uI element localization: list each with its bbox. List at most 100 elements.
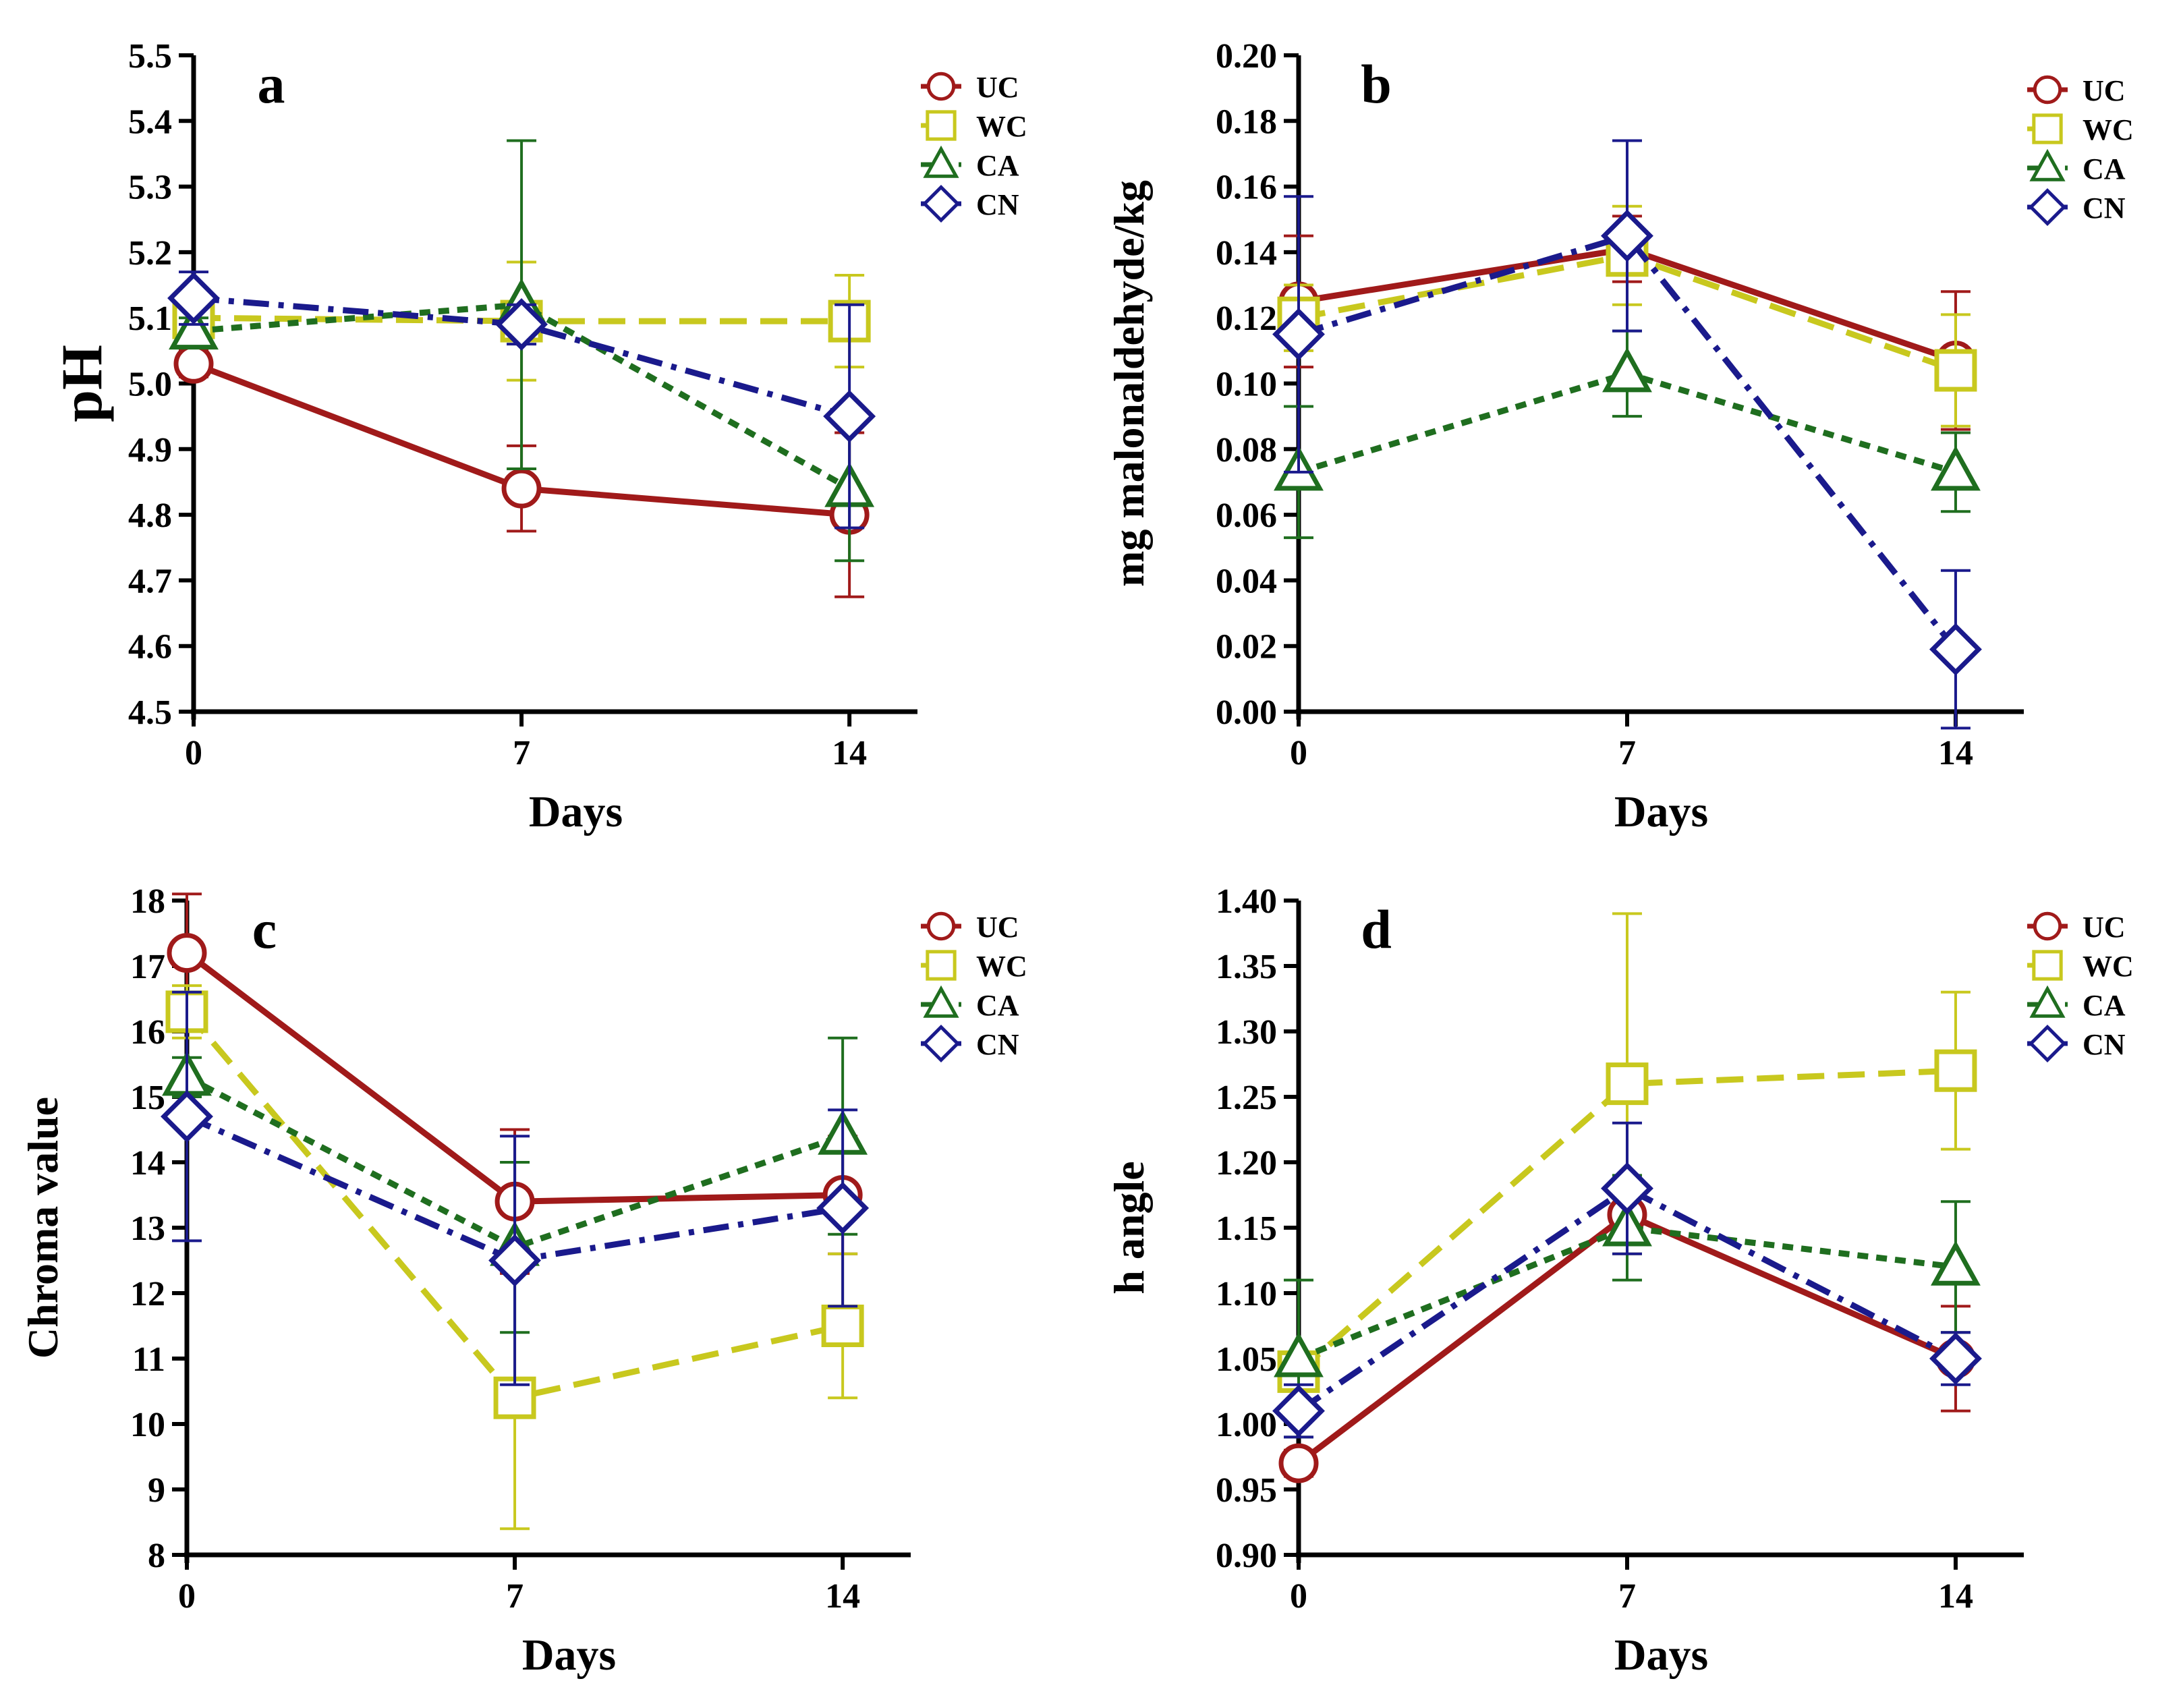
legend-marker-CN: [922, 1024, 961, 1063]
data-point-CN: [1272, 1384, 1325, 1437]
series-line-CN: [1297, 232, 1958, 652]
y-tick-label: 1.15: [1216, 1209, 1277, 1248]
y-axis-title: h angle: [1105, 1161, 1153, 1294]
y-tick-label: 0.04: [1216, 562, 1277, 600]
y-tick-label: 0.10: [1216, 366, 1277, 404]
y-tick-label: 5.2: [128, 234, 172, 273]
x-axis-title: Days: [529, 787, 623, 836]
y-tick-label: 0.02: [1216, 628, 1277, 666]
y-tick-label: 1.30: [1216, 1013, 1277, 1052]
y-tick-label: 0.18: [1216, 103, 1277, 141]
legend-marker-WC: [926, 950, 957, 981]
x-tick-label: 0: [185, 734, 202, 772]
y-axis-title: mg malonaldehyde/kg: [1105, 180, 1153, 587]
y-tick-label: 14: [130, 1144, 165, 1183]
y-tick-label: 4.5: [128, 693, 172, 732]
panel-label: b: [1361, 53, 1392, 115]
data-point-CN: [488, 1234, 542, 1287]
data-point-CA: [1931, 445, 1981, 491]
legend-marker-CA: [2029, 985, 2066, 1018]
legend-marker-CA: [2029, 148, 2066, 181]
y-tick-label: 1.20: [1216, 1144, 1277, 1183]
legend-label-CA: CA: [2083, 152, 2126, 186]
legend-label-WC: WC: [976, 110, 1027, 143]
y-tick-label: 5.5: [128, 37, 172, 76]
data-point-CN: [1929, 623, 1982, 676]
y-tick-label: 1.05: [1216, 1340, 1277, 1379]
legend-marker-CN: [2028, 188, 2067, 227]
x-tick-label: 14: [832, 734, 867, 772]
panel-label: c: [252, 899, 277, 960]
y-tick-label: 8: [148, 1537, 165, 1575]
chart-panel-b: 0.00 0.02 0.04 0.06 0.08 0.10 0.12 0.14 0.16 0.18…: [1105, 37, 2134, 836]
x-tick-label: 7: [1618, 734, 1636, 772]
y-tick-label: 0.95: [1216, 1471, 1277, 1510]
legend-marker-WC: [2032, 113, 2063, 144]
y-tick-label: 5.0: [128, 366, 172, 404]
y-tick-label: 5.1: [128, 300, 172, 338]
y-tick-label: 16: [130, 1013, 165, 1052]
y-tick-label: 5.3: [128, 169, 172, 207]
chart-panel-c: 8 9 10 11 12 13 14 15 16 17 18 0 7 14 Days Chroma value…: [19, 882, 1027, 1680]
y-tick-label: 12: [130, 1275, 165, 1313]
legend-marker-CA: [923, 145, 959, 178]
y-tick-label: 0.90: [1216, 1537, 1277, 1575]
y-axis-title: Chroma value: [19, 1097, 67, 1359]
legend-label-CA: CA: [2083, 989, 2126, 1022]
series-line-WC: [1297, 1067, 1956, 1374]
x-axis-title: Days: [522, 1630, 616, 1680]
data-point-WC: [1934, 349, 1977, 392]
y-tick-label: 18: [130, 882, 165, 921]
legend-label-CA: CA: [976, 989, 1019, 1022]
panel-label: a: [258, 53, 285, 115]
series-line-CN: [193, 295, 851, 420]
data-point-CN: [823, 390, 876, 443]
legend-marker-WC: [926, 110, 957, 141]
x-tick-label: 0: [1290, 1577, 1307, 1616]
panel-label: d: [1361, 899, 1392, 960]
y-tick-label: 0.16: [1216, 169, 1277, 207]
data-point-UC: [173, 343, 214, 384]
y-tick-label: 9: [148, 1471, 165, 1510]
y-tick-label: 0.08: [1216, 431, 1277, 469]
x-tick-label: 7: [1618, 1577, 1636, 1616]
x-tick-label: 7: [513, 734, 530, 772]
y-tick-label: 15: [130, 1079, 165, 1117]
x-tick-label: 14: [1938, 1577, 1973, 1616]
data-point-CA: [169, 304, 219, 350]
data-point-CN: [1929, 1332, 1982, 1385]
legend-marker-CA: [923, 985, 959, 1018]
data-point-UC: [501, 468, 542, 509]
data-point-CA: [1602, 347, 1652, 393]
legend-marker-UC: [926, 72, 956, 101]
y-tick-label: 0.00: [1216, 693, 1277, 732]
chart-panel-a: 4.5 4.6 4.7 4.8 4.9 5.0 5.1 5.2 5.3 5.4 5.5 0 7 14 Day…: [49, 37, 1027, 836]
data-point-WC: [1934, 1049, 1977, 1092]
data-point-CN: [1601, 1162, 1653, 1215]
y-tick-label: 0.06: [1216, 496, 1277, 535]
y-tick-label: 1.40: [1216, 882, 1277, 921]
x-tick-label: 0: [178, 1577, 196, 1616]
legend-label-CA: CA: [976, 149, 1019, 182]
data-point-CN: [167, 272, 220, 324]
legend-label-UC: UC: [976, 71, 1019, 104]
legend-marker-CN: [2028, 1024, 2067, 1063]
legend-marker-UC: [2033, 75, 2062, 105]
legend-label-UC: UC: [2083, 74, 2126, 107]
data-point-CN: [816, 1181, 870, 1234]
data-point-UC: [1278, 1443, 1319, 1483]
legend-label-WC: WC: [2083, 113, 2134, 146]
data-point-WC: [821, 1305, 864, 1347]
data-point-CA: [1931, 1240, 1981, 1286]
legend-marker-UC: [926, 911, 956, 941]
series-line-CA: [1297, 1224, 1956, 1362]
data-point-CN: [495, 297, 548, 351]
x-tick-label: 14: [1938, 734, 1973, 772]
data-point-CN: [1601, 209, 1653, 262]
y-tick-label: 4.9: [128, 431, 172, 469]
y-tick-label: 4.8: [128, 496, 172, 535]
legend-label-WC: WC: [2083, 950, 2134, 983]
data-point-UC: [167, 933, 207, 973]
y-tick-label: 1.00: [1216, 1406, 1277, 1444]
